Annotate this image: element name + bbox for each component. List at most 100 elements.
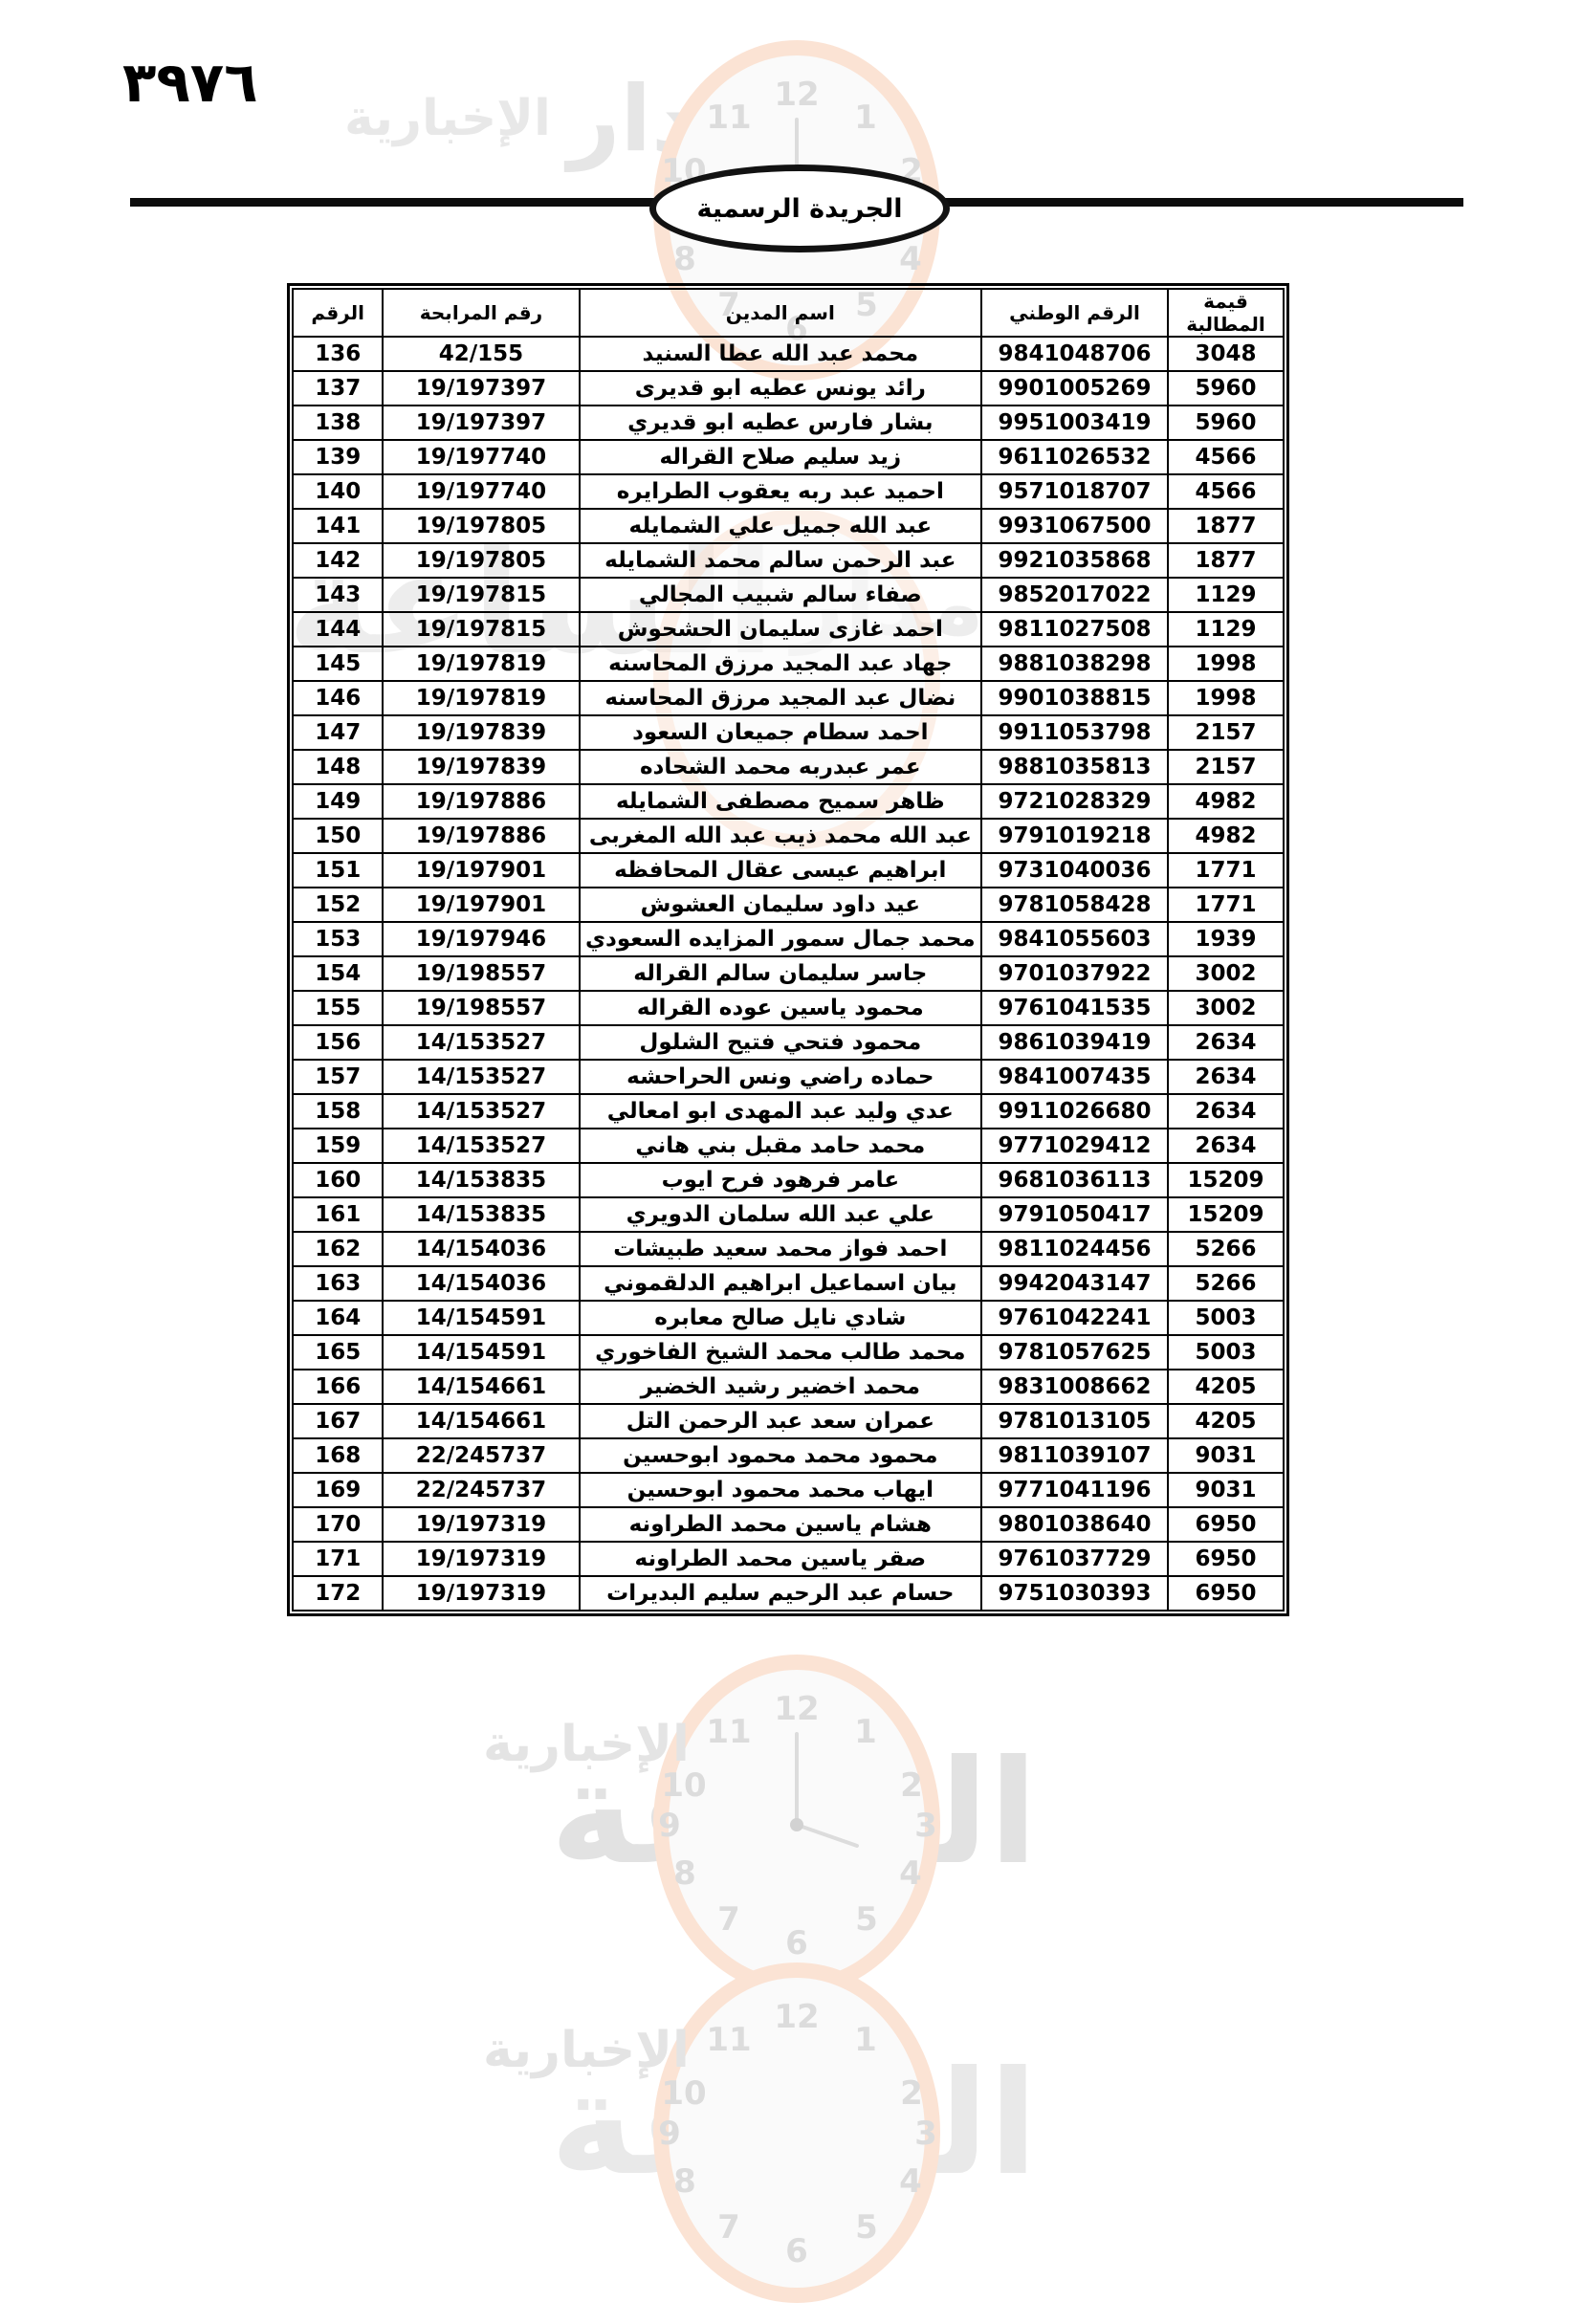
cell-claim-value: 1998 [1166, 646, 1285, 682]
cell-debtor-name: حسام عبد الرحيم سليم البديرات [578, 1575, 983, 1611]
svg-text:3: 3 [914, 2115, 937, 2153]
debtors-table-body: 3048 9841048706 محمد عبد الله عطا السنيد 42… [291, 336, 1285, 1611]
cell-index: 169 [291, 1472, 385, 1508]
watermark-brand-footer: مدار الساعة [316, 1961, 1272, 2196]
table-row: 1129 9811027508 احمد غازى سليمان الحشحوش 19… [291, 611, 1285, 647]
cell-murabaha-no: 14/153835 [382, 1196, 581, 1233]
cell-claim-value: 3002 [1166, 955, 1285, 992]
cell-index: 136 [291, 336, 385, 372]
cell-national-id: 9841007435 [980, 1059, 1169, 1095]
cell-national-id: 9761037729 [980, 1541, 1169, 1577]
cell-debtor-name: محمود فتحي فتيح الشلول [578, 1024, 983, 1061]
cell-murabaha-no: 14/153527 [382, 1093, 581, 1129]
cell-debtor-name: عبد الرحمن سالم محمد الشمايله [578, 542, 983, 579]
watermark-word-madar-footer: مدار [697, 1961, 890, 2066]
col-header-national-id: الرقم الوطني [980, 288, 1169, 338]
cell-debtor-name: احمد غازى سليمان الحشحوش [578, 611, 983, 647]
cell-debtor-name: محمد حامد مقبل بني هاني [578, 1128, 983, 1164]
cell-claim-value: 2634 [1166, 1059, 1285, 1095]
cell-national-id: 9731040036 [980, 852, 1169, 888]
cell-murabaha-no: 19/197815 [382, 577, 581, 613]
cell-index: 172 [291, 1575, 385, 1611]
cell-murabaha-no: 19/197319 [382, 1541, 581, 1577]
cell-national-id: 9911053798 [980, 714, 1169, 751]
table-row: 3002 9761041535 محمود ياسين عوده القراله 19… [291, 990, 1285, 1026]
col-header-index: الرقم [291, 288, 385, 338]
cell-claim-value: 4566 [1166, 473, 1285, 510]
svg-text:6: 6 [785, 2232, 808, 2270]
svg-text:5: 5 [855, 2208, 878, 2247]
table-row: 4205 9781013105 عمران سعد عبد الرحمن التل 1… [291, 1403, 1285, 1439]
cell-debtor-name: شادي نايل صالح معابره [578, 1300, 983, 1336]
watermark-word-akhbariya-footer: الإخبارية [483, 2022, 690, 2079]
cell-index: 157 [291, 1059, 385, 1095]
cell-national-id: 9781013105 [980, 1403, 1169, 1439]
table-row: 3048 9841048706 محمد عبد الله عطا السنيد 42… [291, 336, 1285, 372]
cell-claim-value: 4982 [1166, 783, 1285, 820]
cell-national-id: 9841055603 [980, 921, 1169, 957]
cell-claim-value: 2157 [1166, 749, 1285, 785]
cell-murabaha-no: 14/153527 [382, 1024, 581, 1061]
cell-index: 139 [291, 439, 385, 475]
page-number: ٣٩٧٦ [122, 50, 258, 115]
cell-claim-value: 1877 [1166, 508, 1285, 544]
table-row: 1998 9901038815 نضال عبد المجيد مرزق المحا… [291, 680, 1285, 716]
svg-text:8: 8 [673, 1854, 696, 1893]
table-row: 1129 9852017022 صفاء سالم شبيب المجالي 19/1… [291, 577, 1285, 613]
table-row: 5960 9951003419 بشار فارس عطيه ابو قديري 19… [291, 405, 1285, 441]
table-row: 5003 9781057625 محمد طالب محمد الشيخ الفاخ… [291, 1334, 1285, 1370]
cell-claim-value: 4205 [1166, 1403, 1285, 1439]
table-row: 15209 9791050417 علي عبد الله سلمان الدوير… [291, 1196, 1285, 1233]
cell-claim-value: 3002 [1166, 990, 1285, 1026]
cell-national-id: 9761042241 [980, 1300, 1169, 1336]
watermark-word-akhbariya-bottom: الإخبارية [483, 1716, 690, 1773]
cell-debtor-name: احمد فواز محمد سعيد طبيشات [578, 1231, 983, 1267]
cell-national-id: 9861039419 [980, 1024, 1169, 1061]
cell-debtor-name: عمر عبدربه محمد الشحاده [578, 749, 983, 785]
cell-murabaha-no: 19/198557 [382, 955, 581, 992]
svg-text:4: 4 [899, 1854, 922, 1893]
cell-claim-value: 1939 [1166, 921, 1285, 957]
cell-debtor-name: صفاء سالم شبيب المجالي [578, 577, 983, 613]
svg-text:12: 12 [774, 1690, 819, 1728]
cell-national-id: 9811024456 [980, 1231, 1169, 1267]
cell-murabaha-no: 42/155 [382, 336, 581, 372]
table-row: 2634 9911026680 عدي وليد عبد المهدى ابو ام… [291, 1093, 1285, 1129]
table-row: 1877 9931067500 عبد الله جميل علي الشمايله… [291, 508, 1285, 544]
watermark-brand-bottom: مدار الساعة [316, 1656, 1272, 1885]
cell-murabaha-no: 19/197397 [382, 370, 581, 406]
cell-murabaha-no: 14/153527 [382, 1128, 581, 1164]
cell-debtor-name: رائد يونس عطيه ابو قديرى [578, 370, 983, 406]
cell-index: 144 [291, 611, 385, 647]
cell-claim-value: 3048 [1166, 336, 1285, 372]
cell-murabaha-no: 19/197819 [382, 680, 581, 716]
table-row: 1771 9781058428 عيد داود سليمان العشوش 19/1… [291, 887, 1285, 923]
cell-debtor-name: جاسر سليمان سالم القراله [578, 955, 983, 992]
table-row: 15209 9681036113 عامر فرهود فرح ايوب 14/153… [291, 1162, 1285, 1198]
cell-murabaha-no: 19/198557 [382, 990, 581, 1026]
cell-index: 140 [291, 473, 385, 510]
table-row: 5003 9761042241 شادي نايل صالح معابره 14/15… [291, 1300, 1285, 1336]
cell-national-id: 9751030393 [980, 1575, 1169, 1611]
svg-text:1: 1 [854, 1713, 877, 1751]
cell-debtor-name: محمود محمد محمود ابوحسين [578, 1437, 983, 1474]
cell-claim-value: 4982 [1166, 818, 1285, 854]
cell-claim-value: 4566 [1166, 439, 1285, 475]
cell-national-id: 9921035868 [980, 542, 1169, 579]
cell-national-id: 9811039107 [980, 1437, 1169, 1474]
cell-national-id: 9791019218 [980, 818, 1169, 854]
svg-text:10: 10 [661, 1766, 706, 1805]
table-row: 4566 9571018707 احميد عبد ربه يعقوب الطراي… [291, 473, 1285, 510]
cell-national-id: 9801038640 [980, 1506, 1169, 1543]
watermark-word-madar: مدار [567, 67, 760, 172]
cell-murabaha-no: 19/197946 [382, 921, 581, 957]
cell-index: 145 [291, 646, 385, 682]
cell-murabaha-no: 22/245737 [382, 1437, 581, 1474]
cell-debtor-name: ظاهر سميح مصطفى الشمايله [578, 783, 983, 820]
table-row: 2157 9911053798 احمد سطام جميعان السعود 19/… [291, 714, 1285, 751]
table-row: 1939 9841055603 محمد جمال سمور المزايده ال… [291, 921, 1285, 957]
cell-claim-value: 2634 [1166, 1024, 1285, 1061]
cell-claim-value: 5003 [1166, 1300, 1285, 1336]
table-row: 5960 9901005269 رائد يونس عطيه ابو قديرى 19… [291, 370, 1285, 406]
